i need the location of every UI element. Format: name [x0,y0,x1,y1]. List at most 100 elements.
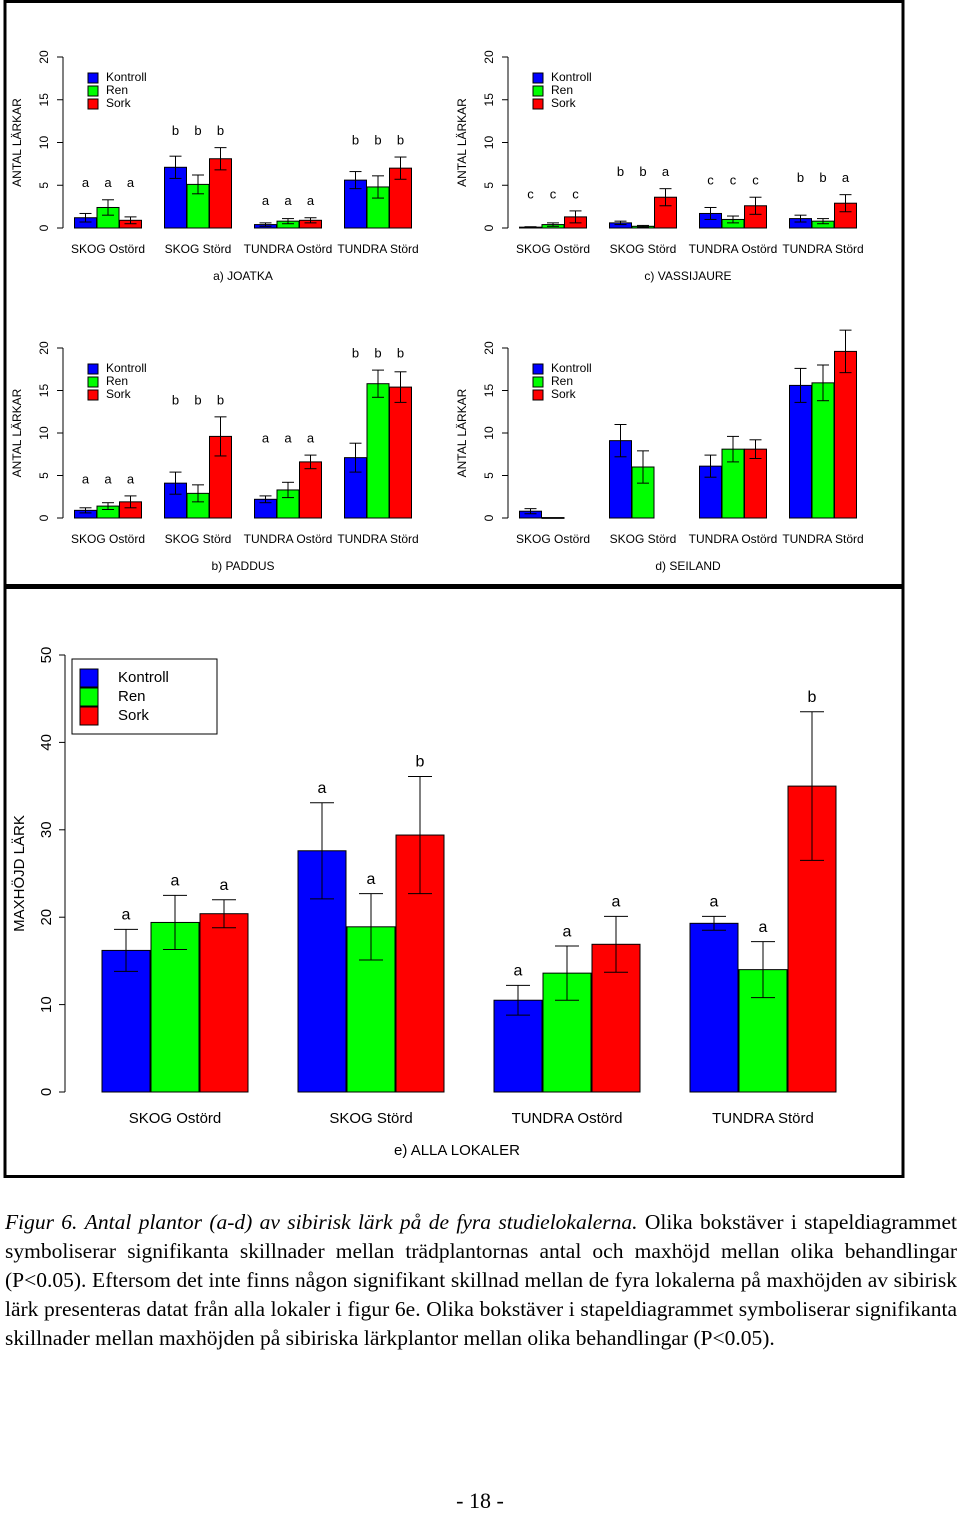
legend-swatch [532,363,544,375]
significance-letter: a [82,471,90,486]
caption-italic: Antal plantor (a-d) av sibirisk lärk på … [84,1210,638,1234]
x-tick-label: TUNDRA Störd [782,242,863,256]
significance-letter: a [82,175,90,190]
legend-swatch [79,706,99,726]
x-tick-label: TUNDRA Ostörd [512,1110,623,1127]
x-tick-label: TUNDRA Ostörd [689,242,778,256]
significance-letter: a [171,873,180,890]
significance-letter: c [730,173,737,188]
x-tick-label: TUNDRA Ostörd [244,532,333,546]
bar [811,382,835,519]
x-tick-label: SKOG Ostörd [516,242,590,256]
legend-label: Sork [106,96,132,110]
significance-letter: a [284,431,292,446]
bar [789,384,812,519]
significance-letter: a [318,780,327,797]
chart-title: c) VASSIJAURE [644,269,731,283]
y-tick-label: 10 [482,136,496,150]
legend-label: Kontroll [118,669,169,686]
chart-title: b) PADDUS [211,559,274,573]
caption-label: Figur 6. [5,1210,78,1234]
y-tick-label: 10 [38,996,55,1013]
x-tick-label: SKOG Ostörd [516,532,590,546]
figure: 0 5 10 15 20 ANTAL LÄRKAR a) JOATKA SKOG Ostörd… [3,0,905,1178]
y-tick-label: 0 [37,514,51,521]
chart-title: a) JOATKA [213,269,273,283]
legend-label: Ren [551,83,573,97]
y-tick-label: 10 [37,136,51,150]
legend-label: Kontroll [551,361,592,375]
significance-letter: c [752,173,759,188]
y-tick-label: 15 [37,93,51,107]
significance-letter: b [797,170,804,185]
y-tick-label: 10 [482,426,496,440]
significance-letter: a [307,431,315,446]
x-tick-label: TUNDRA Störd [712,1110,814,1127]
chart-title: d) SEILAND [655,559,721,573]
significance-letter: a [563,923,572,940]
legend-swatch [532,85,544,97]
x-tick-label: SKOG Ostörd [129,1110,222,1127]
legend-label: Ren [551,374,573,388]
significance-letter: b [374,132,381,147]
y-tick-label: 20 [482,341,496,355]
legend-swatch [532,98,544,110]
significance-letter: b [352,132,359,147]
legend-swatch [532,389,544,401]
y-tick-label: 0 [482,224,496,231]
significance-letter: b [416,754,425,771]
y-tick-label: 20 [38,909,55,926]
significance-letter: b [639,164,646,179]
legend-label: Sork [551,96,577,110]
y-axis-label: ANTAL LÄRKAR [455,388,469,477]
legend-swatch [87,376,99,388]
legend-label: Sork [118,707,149,724]
legend-label: Kontroll [106,70,147,84]
significance-letter: b [172,123,179,138]
legend-swatch [87,98,99,110]
significance-letter: b [374,346,381,361]
legend-swatch [87,389,99,401]
y-tick-label: 20 [37,341,51,355]
legend-label: Ren [106,83,128,97]
bar [299,461,322,519]
legend-box [71,658,218,735]
chart-title: e) ALLA LOKALER [394,1142,520,1159]
legend-swatch [87,72,99,84]
significance-letter: a [284,193,292,208]
significance-letter: a [514,963,523,980]
page-number: - 18 - [456,1488,504,1513]
y-axis-label: ANTAL LÄRKAR [10,388,24,477]
legend-swatch [532,376,544,388]
x-tick-label: SKOG Ostörd [71,532,145,546]
legend-swatch [87,363,99,375]
y-axis-label: ANTAL LÄRKAR [10,98,24,187]
y-tick-label: 0 [37,224,51,231]
significance-letter: b [217,392,224,407]
significance-letter: a [842,170,850,185]
significance-letter: a [127,175,135,190]
panel-frame [3,0,905,587]
significance-letter: b [617,164,624,179]
significance-letter: a [104,175,112,190]
y-tick-label: 5 [37,182,51,189]
x-tick-label: SKOG Störd [329,1110,412,1127]
significance-letter: a [262,193,270,208]
y-tick-label: 0 [482,514,496,521]
significance-letter: c [550,186,557,201]
legend-label: Sork [551,387,577,401]
significance-letter: a [220,877,229,894]
x-tick-label: SKOG Störd [165,532,232,546]
legend-swatch [532,72,544,84]
bar [834,350,857,519]
y-tick-label: 10 [37,426,51,440]
y-axis-label: MAXHÖJD LÄRK [10,815,28,932]
significance-letter: a [367,871,376,888]
y-tick-label: 20 [482,50,496,64]
legend-swatch [79,687,99,707]
x-tick-label: TUNDRA Störd [337,242,418,256]
caption: Figur 6. Antal plantor (a-d) av sibirisk… [5,1208,957,1353]
legend-swatch [79,668,99,688]
legend-label: Sork [106,387,132,401]
panel-frame [3,586,905,1178]
